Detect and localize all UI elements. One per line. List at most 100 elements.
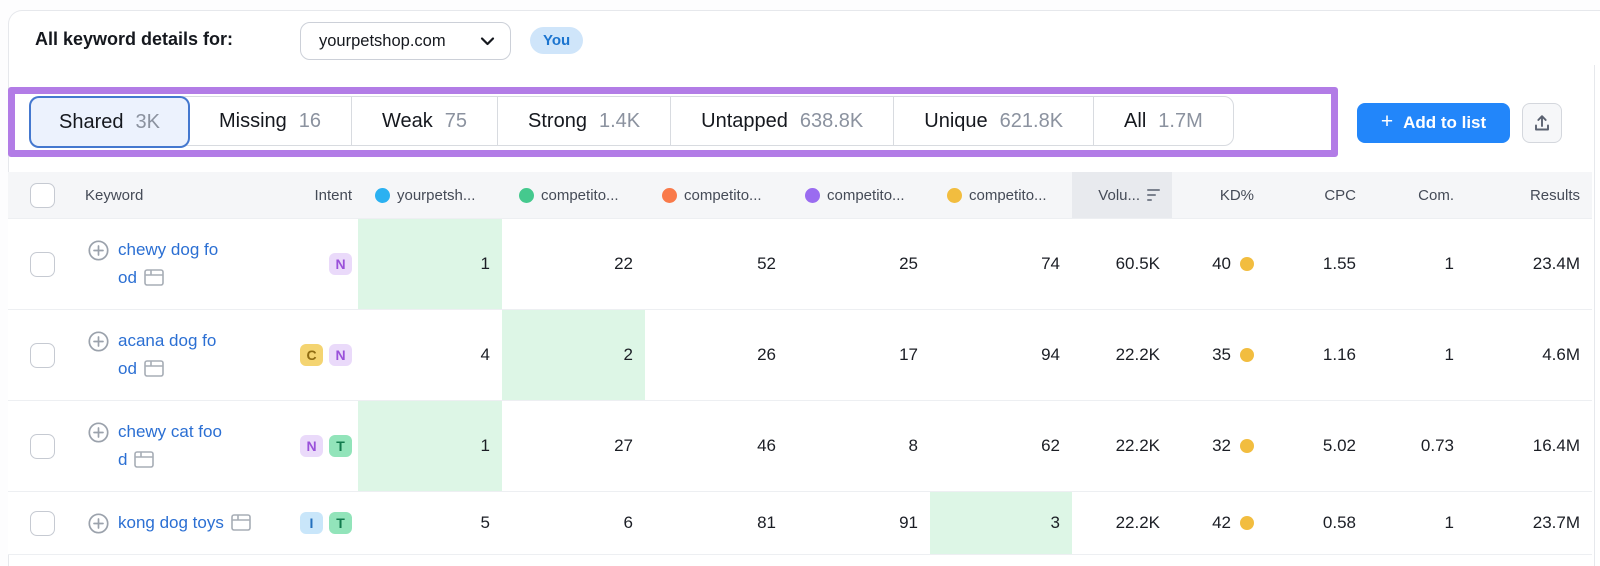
column-header-com[interactable]: Com. [1418, 186, 1454, 204]
row-checkbox[interactable] [30, 251, 55, 277]
cpc-value: 0.58 [1322, 513, 1356, 532]
column-header-results[interactable]: Results [1529, 186, 1580, 204]
domain-selector-value: yourpetshop.com [319, 31, 446, 50]
keyword-link[interactable]: acana dog fo od [118, 331, 217, 378]
rank-you: 5 [480, 513, 490, 532]
kd-value: 42 [1172, 492, 1266, 554]
results-value: 23.4M [1532, 254, 1580, 273]
column-header-competitor-3[interactable]: competito... [788, 172, 930, 218]
keywords-table: Keyword Intent yourpetsh... competito...… [8, 172, 1592, 555]
domain-dot-yellow [947, 187, 962, 203]
tab-shared[interactable]: Shared 3K [29, 96, 190, 148]
sort-desc-icon [1147, 188, 1160, 202]
rank-you: 4 [480, 345, 490, 364]
expand-keyword-icon[interactable] [85, 237, 112, 264]
rank-competitor-3: 91 [899, 513, 918, 532]
row-checkbox[interactable] [30, 433, 55, 459]
column-header-kd[interactable]: KD% [1219, 186, 1254, 204]
results-value: 4.6M [1542, 345, 1580, 364]
rank-competitor-1: 2 [502, 310, 645, 400]
page-title: All keyword details for: [35, 29, 234, 49]
rank-competitor-2: 52 [757, 254, 776, 273]
com-value: 1 [1444, 513, 1454, 532]
export-icon [1535, 115, 1549, 131]
scrollbar[interactable] [1594, 65, 1595, 566]
column-header-domain-you[interactable]: yourpetsh... [358, 172, 502, 218]
volume-value: 60.5K [1115, 254, 1160, 273]
serp-preview-icon[interactable] [134, 451, 155, 468]
keyword-link[interactable]: chewy dog fo od [118, 240, 219, 287]
domain-dot-blue [375, 187, 390, 203]
volume-value: 22.2K [1115, 345, 1160, 364]
keyword-link[interactable]: chewy cat foo d [118, 422, 222, 469]
column-header-competitor-4[interactable]: competito... [930, 172, 1072, 218]
volume-value: 22.2K [1115, 436, 1160, 455]
cpc-value: 1.16 [1322, 345, 1356, 364]
rank-competitor-4: 3 [930, 492, 1072, 554]
export-button[interactable] [1522, 103, 1562, 143]
add-to-list-button[interactable]: + Add to list [1357, 103, 1510, 143]
column-header-competitor-2[interactable]: competito... [645, 172, 788, 218]
domain-dot-purple [805, 187, 820, 203]
tab-weak[interactable]: Weak 75 [352, 97, 499, 145]
rank-competitor-2: 81 [757, 513, 776, 532]
row-checkbox[interactable] [30, 342, 55, 368]
serp-preview-icon[interactable] [231, 514, 251, 531]
rank-competitor-3: 8 [908, 436, 918, 455]
column-header-competitor-1[interactable]: competito... [502, 172, 645, 218]
tab-untapped[interactable]: Untapped 638.8K [671, 97, 895, 145]
kd-difficulty-dot [1240, 439, 1254, 453]
com-value: 0.73 [1420, 436, 1454, 455]
serp-preview-icon[interactable] [144, 360, 164, 377]
kd-value: 40 [1172, 219, 1266, 309]
domain-selector[interactable]: yourpetshop.com [300, 22, 511, 60]
rank-competitor-3: 25 [899, 254, 918, 273]
rank-you: 1 [358, 219, 502, 309]
kd-difficulty-dot [1240, 348, 1254, 362]
serp-preview-icon[interactable] [144, 269, 164, 286]
tab-unique[interactable]: Unique 621.8K [894, 97, 1095, 145]
table-header-row: Keyword Intent yourpetsh... competito...… [8, 172, 1592, 218]
table-row: chewy dog fo od N 1 22 52 25 74 60.5K 40 … [8, 218, 1592, 309]
intent-badge-commercial: C [300, 344, 323, 366]
select-all-checkbox[interactable] [30, 182, 55, 208]
intent-badge-navigational: N [329, 253, 352, 275]
expand-keyword-icon[interactable] [85, 510, 112, 537]
kd-value: 35 [1172, 310, 1266, 400]
row-checkbox[interactable] [30, 510, 55, 536]
domain-dot-orange [662, 187, 677, 203]
expand-keyword-icon[interactable] [85, 419, 112, 446]
tab-all[interactable]: All 1.7M [1094, 97, 1233, 145]
intent-badge-transactional: T [329, 512, 352, 534]
rank-competitor-1: 6 [623, 513, 633, 532]
column-header-keyword[interactable]: Keyword [85, 186, 144, 204]
chevron-down-icon [480, 37, 495, 46]
column-header-volume[interactable]: Volu... [1072, 172, 1172, 218]
rank-competitor-4: 74 [1041, 254, 1060, 273]
domain-dot-green [519, 187, 534, 203]
kd-difficulty-dot [1240, 516, 1254, 530]
expand-keyword-icon[interactable] [85, 328, 112, 355]
you-badge: You [530, 27, 584, 54]
kd-difficulty-dot [1240, 257, 1254, 271]
intent-badge-navigational: N [300, 435, 323, 457]
volume-value: 22.2K [1115, 513, 1160, 532]
rank-competitor-1: 27 [614, 436, 633, 455]
intent-badge-transactional: T [329, 435, 352, 457]
tab-missing[interactable]: Missing 16 [189, 97, 353, 145]
rank-competitor-1: 22 [614, 254, 633, 273]
filter-tabs: Shared 3K Missing 16 Weak 75 Strong 1.4K Unt… [29, 96, 1234, 148]
column-header-cpc[interactable]: CPC [1324, 186, 1356, 204]
com-value: 1 [1444, 254, 1454, 273]
tab-strong[interactable]: Strong 1.4K [498, 97, 672, 145]
rank-you: 1 [358, 401, 502, 491]
column-header-intent[interactable]: Intent [314, 186, 352, 204]
com-value: 1 [1444, 345, 1454, 364]
cpc-value: 1.55 [1322, 254, 1356, 273]
rank-competitor-2: 46 [757, 436, 776, 455]
rank-competitor-2: 26 [757, 345, 776, 364]
keyword-link[interactable]: kong dog toys [118, 509, 251, 537]
